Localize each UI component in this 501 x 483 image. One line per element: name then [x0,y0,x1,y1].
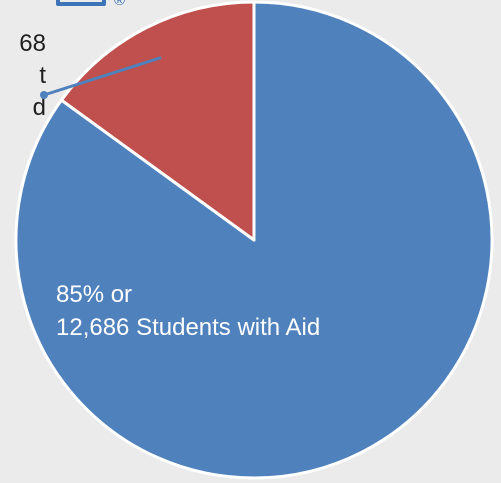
logo-mark-icon [56,0,106,6]
leader-line [43,56,162,97]
pie-slices [14,0,494,480]
slice-label-with-aid: 85% or 12,686 Students with Aid [56,281,320,341]
slice-label-line-2: 12,686 Students with Aid [56,314,320,341]
cut-label-line-2: t [39,62,46,89]
slice-label-line-1: 85% or [56,281,132,308]
leader-line-dot [40,91,48,99]
registered-icon: ® [114,0,126,9]
cut-label-line-1: 68 [19,30,46,57]
cut-label-line-3: d [32,94,46,121]
